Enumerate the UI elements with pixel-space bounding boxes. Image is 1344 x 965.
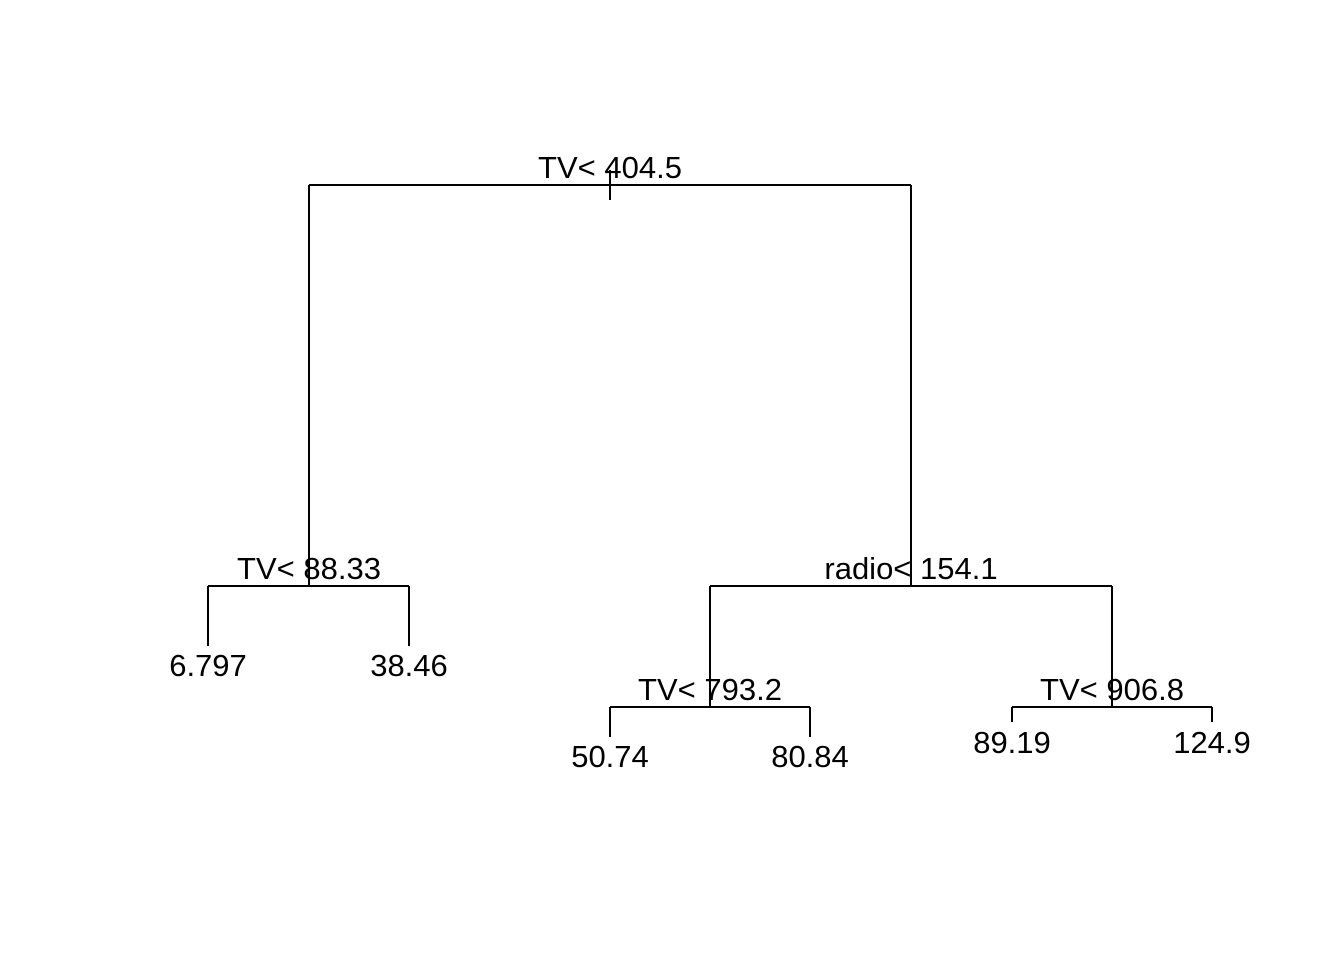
leaf-value: 38.46 [370,648,448,683]
split-label-right-right: TV< 906.8 [1040,672,1184,707]
leaf-value: 6.797 [169,648,247,683]
split-right-left: TV< 793.2 [609,672,811,737]
leaves: 6.797 38.46 50.74 80.84 89.19 124.9 [169,648,1251,774]
split-root: TV< 404.5 [308,150,912,586]
leaf-value: 89.19 [973,725,1051,760]
split-label-root: TV< 404.5 [538,150,682,185]
split-label-left: TV< 88.33 [237,551,381,586]
split-label-right-left: TV< 793.2 [638,672,782,707]
leaf-value: 80.84 [771,739,849,774]
leaf-value: 124.9 [1173,725,1251,760]
split-left: TV< 88.33 [207,551,410,646]
leaf-value: 50.74 [571,739,649,774]
split-right: radio< 154.1 [709,551,1113,707]
split-label-right: radio< 154.1 [824,551,997,586]
tree-plot-region: TV< 404.5 TV< 88.33 radio< 154.1 [169,150,1251,774]
split-right-right: TV< 906.8 [1011,672,1213,722]
